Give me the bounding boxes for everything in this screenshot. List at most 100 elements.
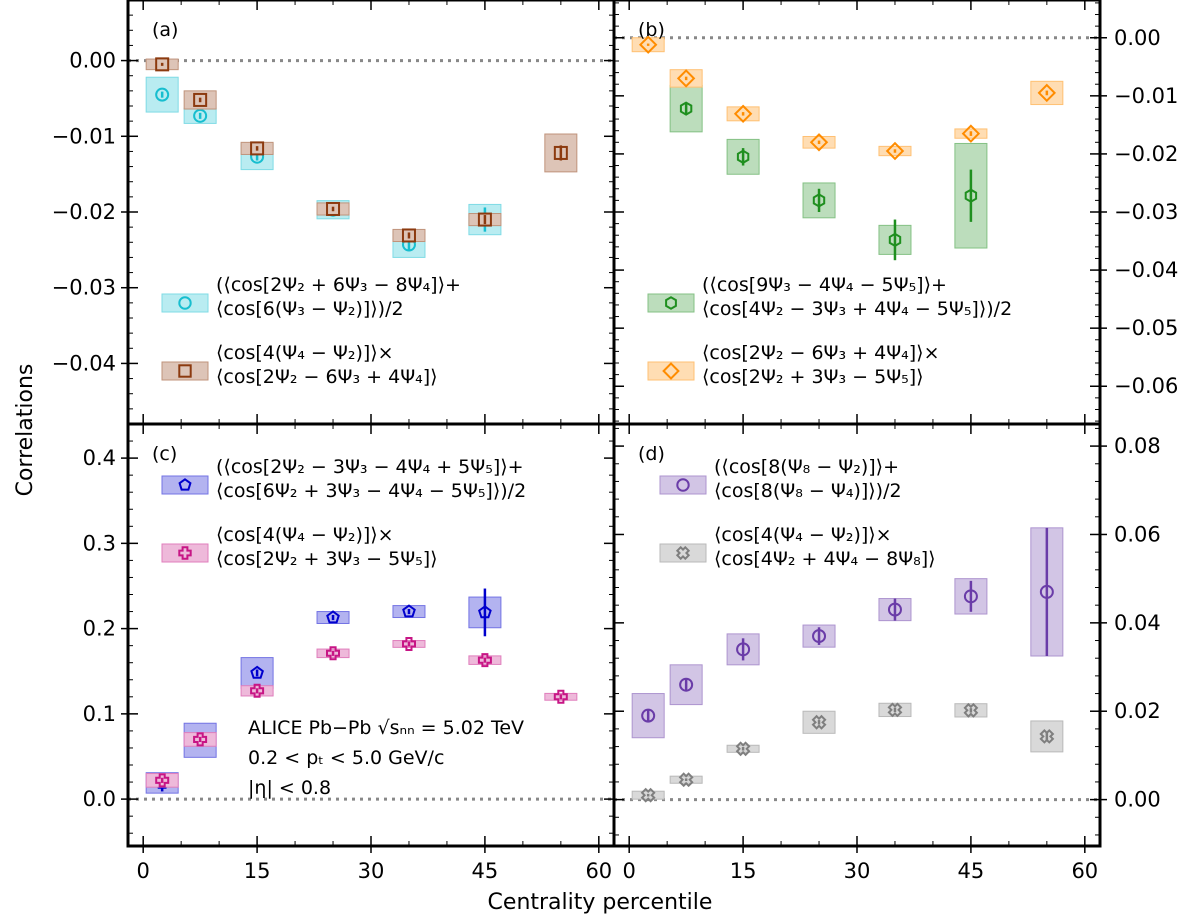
- legend-label: ⟨cos[2Ψ₂ + 3Ψ₃ − 5Ψ₅]⟩: [216, 548, 438, 570]
- data-point: [326, 646, 340, 661]
- legend-label: ⟨cos[4(Ψ₄ − Ψ₂)]⟩×: [714, 524, 892, 546]
- data-point: [812, 629, 827, 644]
- data-point: [963, 589, 978, 604]
- data-point: [641, 708, 656, 723]
- y-tick-label: 0.06: [1114, 522, 1161, 546]
- panel-b: 0.00 −0.01 −0.02 −0.03 −0.04 −0.05 −0.06 (b) (⟨c…: [612, 0, 1178, 426]
- data-point: [478, 605, 492, 619]
- series-1: [631, 527, 1064, 739]
- legend-label: (⟨cos[9Ψ₃ − 4Ψ₄ − 5Ψ₅]⟩+: [702, 274, 947, 296]
- data-point: [326, 610, 340, 624]
- legend-marker: [665, 296, 677, 310]
- data-point: [679, 101, 693, 116]
- data-point: [679, 677, 694, 692]
- data-point: [326, 201, 341, 216]
- x-tick-label: 15: [730, 859, 757, 883]
- legend-label: ⟨cos[4Ψ₂ + 4Ψ₄ − 8Ψ₈]⟩: [714, 548, 936, 570]
- data-point: [402, 604, 416, 618]
- data-point: [736, 149, 750, 164]
- x-tick-label: 45: [472, 859, 499, 883]
- y-tick-label: −0.01: [1114, 84, 1178, 108]
- legend-marker: [178, 364, 192, 378]
- panel-label: (c): [152, 443, 177, 465]
- data-point: [733, 104, 753, 124]
- x-tick-label: 30: [844, 859, 871, 883]
- data-point: [1039, 728, 1055, 744]
- y-tick-label: 0.08: [1114, 434, 1161, 458]
- data-point: [250, 683, 265, 698]
- y-tick-label: −0.02: [1114, 142, 1178, 166]
- y-tick-label: −0.04: [1114, 258, 1178, 282]
- annotation-line: 0.2 < pₜ < 5.0 GeV/c: [248, 747, 444, 769]
- y-tick-label: −0.02: [52, 200, 116, 224]
- data-point: [1039, 584, 1054, 599]
- legend-label: ⟨cos[4(Ψ₄ − Ψ₂)]⟩×: [216, 342, 394, 364]
- legend-label: ⟨cos[6(Ψ₃ − Ψ₂)]⟩)/2: [216, 298, 404, 320]
- legend-swatch: [647, 361, 695, 381]
- data-point: [887, 702, 903, 718]
- x-tick-label: 15: [244, 859, 271, 883]
- legend-label: ⟨cos[4Ψ₂ − 3Ψ₃ + 4Ψ₄ − 5Ψ₅]⟩)/2: [702, 298, 1012, 320]
- y-tick-label: 0.1: [83, 702, 116, 726]
- y-axis-title: Correlations: [13, 364, 38, 497]
- legend-marker: [178, 478, 192, 491]
- legend-swatch: [647, 293, 695, 313]
- y-tick-label: 0.4: [83, 446, 116, 470]
- sys-error-box: [726, 138, 760, 175]
- data-point: [676, 69, 696, 88]
- y-tick-label: −0.01: [52, 124, 116, 148]
- x-tick-label: 30: [358, 859, 385, 883]
- legend-marker: [675, 545, 691, 561]
- x-tick-label: 0: [623, 859, 636, 883]
- data-point: [477, 212, 492, 227]
- data-point: [640, 787, 656, 803]
- legend-label: ⟨cos[2Ψ₂ + 3Ψ₃ − 5Ψ₅]⟩: [702, 366, 924, 388]
- series-1: [669, 84, 988, 261]
- legend-swatch: [161, 475, 209, 495]
- data-point: [887, 602, 902, 617]
- series-2: [631, 35, 1064, 161]
- panel-c: 0.00.10.20.30.40 15 30 45 60(c)(⟨cos[2Ψ₂ − 3…: [83, 422, 616, 883]
- y-tick-label: 0.04: [1114, 611, 1161, 635]
- x-tick-label: 45: [958, 859, 985, 883]
- legend-label: ⟨cos[8(Ψ₈ − Ψ₄)]⟩)/2: [714, 480, 902, 502]
- x-axis-title: Centrality percentile: [488, 890, 713, 915]
- legend-label: ⟨cos[2Ψ₂ − 6Ψ₃ + 4Ψ₄]⟩×: [702, 342, 940, 364]
- series-2: [145, 57, 578, 243]
- data-point: [678, 772, 694, 788]
- legend-label: ⟨cos[4(Ψ₄ − Ψ₂)]⟩×: [216, 524, 394, 546]
- data-point: [250, 141, 265, 156]
- legend-entry: ⟨cos[2Ψ₂ − 6Ψ₃ + 4Ψ₄]⟩×⟨cos[2Ψ₂ + 3Ψ₃ − …: [647, 342, 940, 388]
- annotation-line: |η| < 0.8: [248, 777, 331, 799]
- legend-label: (⟨cos[2Ψ₂ − 3Ψ₃ − 4Ψ₄ + 5Ψ₅]⟩+: [216, 456, 524, 478]
- data-point: [885, 141, 905, 161]
- panel-d: 0.000.020.040.060.080 15 30 45 60(d)(⟨cos[8(…: [612, 422, 1161, 883]
- data-point: [809, 133, 829, 152]
- panel-label: (a): [152, 19, 178, 41]
- legend-marker: [178, 546, 192, 560]
- y-tick-label: −0.03: [52, 276, 116, 300]
- data-point: [963, 702, 979, 718]
- data-point: [888, 232, 902, 248]
- legend-swatch: [161, 543, 209, 563]
- y-tick-label: −0.05: [1114, 316, 1178, 340]
- data-point: [964, 188, 978, 203]
- panel-label: (b): [638, 19, 665, 41]
- x-tick-label: 0: [137, 859, 150, 883]
- data-point: [1037, 83, 1057, 103]
- legend-label: (⟨cos[8(Ψ₈ − Ψ₂)]⟩+: [714, 456, 899, 478]
- data-point: [250, 665, 264, 679]
- data-point: [736, 642, 751, 657]
- data-point: [553, 689, 568, 704]
- experiment-annotation: ALICE Pb−Pb √sₙₙ = 5.02 TeV 0.2 < pₜ < 5.…: [248, 717, 524, 799]
- data-point: [193, 108, 208, 123]
- data-point: [401, 228, 416, 243]
- legend-swatch: [659, 475, 707, 495]
- annotation-line: ALICE Pb−Pb √sₙₙ = 5.02 TeV: [248, 717, 524, 739]
- y-tick-label: −0.03: [1114, 200, 1178, 224]
- data-point: [402, 637, 416, 651]
- series-2: [145, 637, 578, 788]
- data-point: [553, 145, 568, 160]
- legend-entry: (⟨cos[2Ψ₂ − 3Ψ₃ − 4Ψ₄ + 5Ψ₅]⟩+⟨cos[6Ψ₂ +…: [161, 456, 526, 502]
